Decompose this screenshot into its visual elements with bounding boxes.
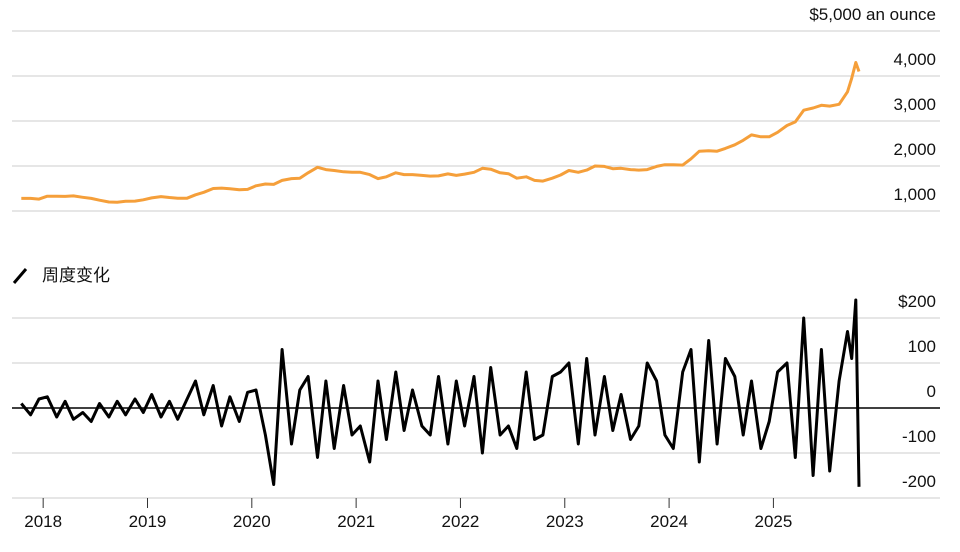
y-tick-label: -100 (902, 427, 936, 446)
y-tick-label: 4,000 (893, 50, 936, 69)
y-tick-label: 100 (908, 337, 936, 356)
y-tick-label: 3,000 (893, 95, 936, 114)
x-tick-label: 2020 (233, 512, 271, 531)
x-tick-label: 2022 (442, 512, 480, 531)
x-tick-label: 2025 (754, 512, 792, 531)
y-tick-label: -200 (902, 472, 936, 491)
y-tick-label: $200 (898, 292, 936, 311)
legend-icon (12, 268, 28, 284)
data-line (21, 61, 861, 204)
chart-subtitle: 周度变化 (42, 266, 110, 285)
x-tick-label: 2024 (650, 512, 688, 531)
x-tick-label: 2019 (129, 512, 167, 531)
data-line (20, 298, 861, 487)
x-tick-label: 2023 (546, 512, 584, 531)
x-tick-label: 2021 (337, 512, 375, 531)
y-tick-label: 1,000 (893, 185, 936, 204)
x-tick-label: 2018 (24, 512, 62, 531)
y-tick-label: $5,000 an ounce (809, 5, 936, 24)
y-tick-label: 0 (927, 382, 936, 401)
y-tick-label: 2,000 (893, 140, 936, 159)
